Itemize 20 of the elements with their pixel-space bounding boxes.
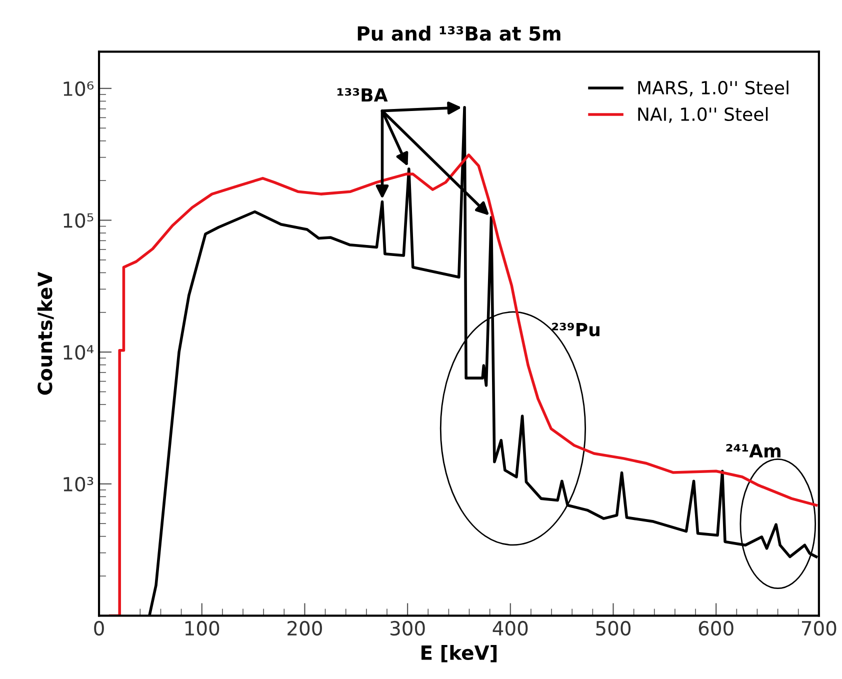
x-tick-label: 100 <box>185 620 220 636</box>
annotation: ²⁴¹Am <box>726 444 780 458</box>
y-tick-label: 10³ <box>64 476 94 492</box>
chart-title: Pu and ¹³³Ba at 5m <box>358 26 560 41</box>
legend-label: MARS, 1.0'' Steel <box>638 80 788 96</box>
y-tick-label: 10⁴ <box>64 345 94 360</box>
y-tick-label: 10⁵ <box>64 213 94 228</box>
x-tick-label: 200 <box>288 620 322 636</box>
x-tick-label: 0 <box>94 620 104 636</box>
annotation: ¹³³BA <box>337 88 388 102</box>
x-tick-label: 300 <box>390 620 425 636</box>
x-tick-label: 400 <box>492 620 528 636</box>
y-tick-label: 10⁶ <box>64 81 94 96</box>
legend-label: NAI, 1.0'' Steel <box>638 107 768 123</box>
x-tick-label: 500 <box>596 620 631 636</box>
x-tick-label: 600 <box>698 620 734 636</box>
x-tick-label: 700 <box>802 620 836 636</box>
x-axis-title: E [keV] <box>422 644 497 662</box>
y-axis-title: Counts/keV <box>37 272 54 395</box>
annotation: ²³⁹Pu <box>552 322 600 336</box>
